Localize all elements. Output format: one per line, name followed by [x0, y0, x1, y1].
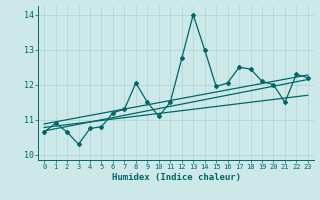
X-axis label: Humidex (Indice chaleur): Humidex (Indice chaleur) — [111, 173, 241, 182]
